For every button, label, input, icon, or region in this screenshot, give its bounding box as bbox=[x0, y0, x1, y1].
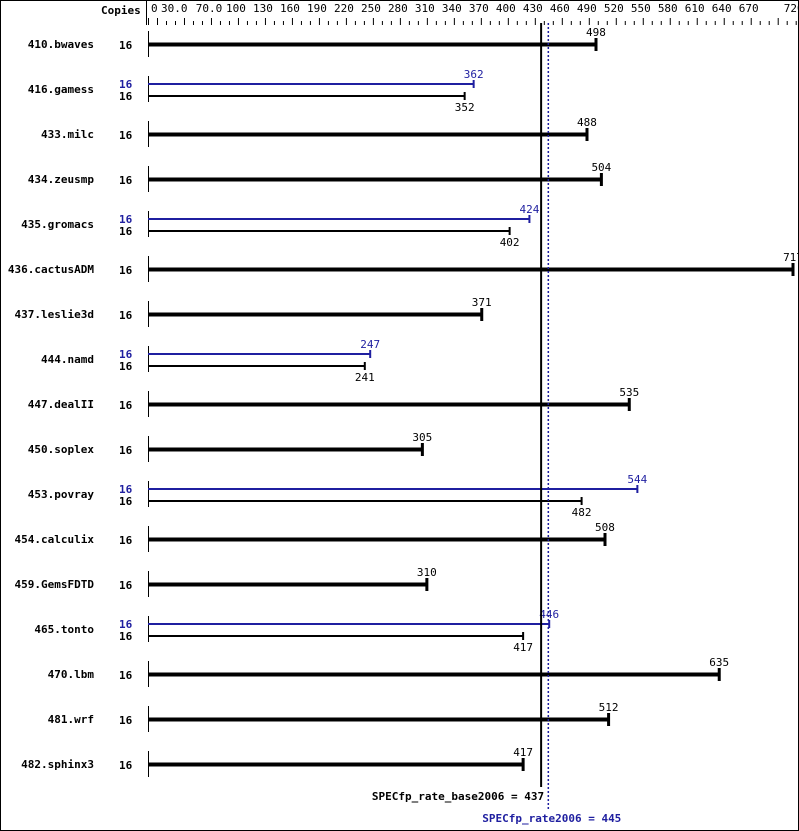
copies-header: Copies bbox=[101, 4, 141, 17]
peak-copies: 16 bbox=[119, 483, 133, 496]
tick-label: 0 bbox=[151, 2, 158, 15]
base-value-label: 535 bbox=[619, 386, 639, 399]
peak-copies: 16 bbox=[119, 618, 133, 631]
peak-value-label: 362 bbox=[464, 68, 484, 81]
base-copies: 16 bbox=[119, 264, 133, 277]
base-copies: 16 bbox=[119, 759, 133, 772]
tick-label: 430 bbox=[523, 2, 543, 15]
benchmark-label: 433.milc bbox=[41, 128, 94, 141]
tick-label: 490 bbox=[577, 2, 597, 15]
tick-label: 70.0 bbox=[196, 2, 223, 15]
base-copies: 16 bbox=[119, 669, 133, 682]
peak-value-label: 247 bbox=[360, 338, 380, 351]
tick-label: 280 bbox=[388, 2, 408, 15]
base-copies: 16 bbox=[119, 360, 133, 373]
benchmark-label: 416.gamess bbox=[28, 83, 94, 96]
benchmark-label: 470.lbm bbox=[48, 668, 95, 681]
benchmark-label: 447.dealII bbox=[28, 398, 94, 411]
tick-label: 220 bbox=[334, 2, 354, 15]
tick-label: 340 bbox=[442, 2, 462, 15]
base-copies: 16 bbox=[119, 630, 133, 643]
base-summary-label: SPECfp_rate_base2006 = 437 bbox=[372, 790, 544, 803]
benchmark-label: 410.bwaves bbox=[28, 38, 94, 51]
benchmark-label: 450.soplex bbox=[28, 443, 95, 456]
base-value-label: 402 bbox=[500, 236, 520, 249]
base-copies: 16 bbox=[119, 39, 133, 52]
base-copies: 16 bbox=[119, 399, 133, 412]
benchmark-label: 436.cactusADM bbox=[8, 263, 94, 276]
base-copies: 16 bbox=[119, 495, 133, 508]
tick-label: 550 bbox=[631, 2, 651, 15]
tick-label: 670 bbox=[739, 2, 759, 15]
benchmark-label: 444.namd bbox=[41, 353, 94, 366]
tick-label: 160 bbox=[280, 2, 300, 15]
benchmark-label: 435.gromacs bbox=[21, 218, 94, 231]
tick-label: 400 bbox=[496, 2, 516, 15]
base-value-label: 305 bbox=[412, 431, 432, 444]
benchmark-label: 454.calculix bbox=[15, 533, 95, 546]
benchmark-label: 437.leslie3d bbox=[15, 308, 94, 321]
tick-label: 720 bbox=[784, 2, 799, 15]
base-copies: 16 bbox=[119, 444, 133, 457]
peak-copies: 16 bbox=[119, 213, 133, 226]
benchmark-label: 453.povray bbox=[28, 488, 95, 501]
tick-label: 460 bbox=[550, 2, 570, 15]
benchmark-label: 482.sphinx3 bbox=[21, 758, 94, 771]
base-copies: 16 bbox=[119, 225, 133, 238]
peak-summary-label: SPECfp_rate2006 = 445 bbox=[482, 812, 621, 825]
base-copies: 16 bbox=[119, 714, 133, 727]
base-value-label: 417 bbox=[513, 746, 533, 759]
base-value-label: 717 bbox=[783, 251, 799, 264]
tick-label: 310 bbox=[415, 2, 435, 15]
tick-label: 640 bbox=[712, 2, 732, 15]
base-value-label: 417 bbox=[513, 641, 533, 654]
base-value-label: 241 bbox=[355, 371, 375, 384]
base-value-label: 504 bbox=[591, 161, 611, 174]
base-value-label: 310 bbox=[417, 566, 437, 579]
base-value-label: 498 bbox=[586, 26, 606, 39]
base-value-label: 512 bbox=[599, 701, 619, 714]
base-value-label: 508 bbox=[595, 521, 615, 534]
tick-label: 30.0 bbox=[161, 2, 188, 15]
base-value-label: 635 bbox=[709, 656, 729, 669]
tick-label: 130 bbox=[253, 2, 273, 15]
base-copies: 16 bbox=[119, 90, 133, 103]
peak-value-label: 446 bbox=[539, 608, 559, 621]
base-value-label: 488 bbox=[577, 116, 597, 129]
tick-label: 370 bbox=[469, 2, 489, 15]
benchmark-label: 465.tonto bbox=[34, 623, 94, 636]
benchmark-label: 481.wrf bbox=[48, 713, 94, 726]
benchmark-label: 459.GemsFDTD bbox=[15, 578, 95, 591]
peak-value-label: 424 bbox=[519, 203, 539, 216]
benchmark-label: 434.zeusmp bbox=[28, 173, 95, 186]
peak-copies: 16 bbox=[119, 348, 133, 361]
peak-copies: 16 bbox=[119, 78, 133, 91]
tick-label: 610 bbox=[685, 2, 705, 15]
base-value-label: 371 bbox=[472, 296, 492, 309]
base-copies: 16 bbox=[119, 309, 133, 322]
base-copies: 16 bbox=[119, 534, 133, 547]
base-copies: 16 bbox=[119, 129, 133, 142]
base-value-label: 352 bbox=[455, 101, 475, 114]
tick-label: 190 bbox=[307, 2, 327, 15]
base-copies: 16 bbox=[119, 174, 133, 187]
tick-label: 580 bbox=[658, 2, 678, 15]
tick-label: 520 bbox=[604, 2, 624, 15]
peak-value-label: 544 bbox=[627, 473, 647, 486]
tick-label: 100 bbox=[226, 2, 246, 15]
tick-label: 250 bbox=[361, 2, 381, 15]
base-copies: 16 bbox=[119, 579, 133, 592]
base-value-label: 482 bbox=[572, 506, 592, 519]
